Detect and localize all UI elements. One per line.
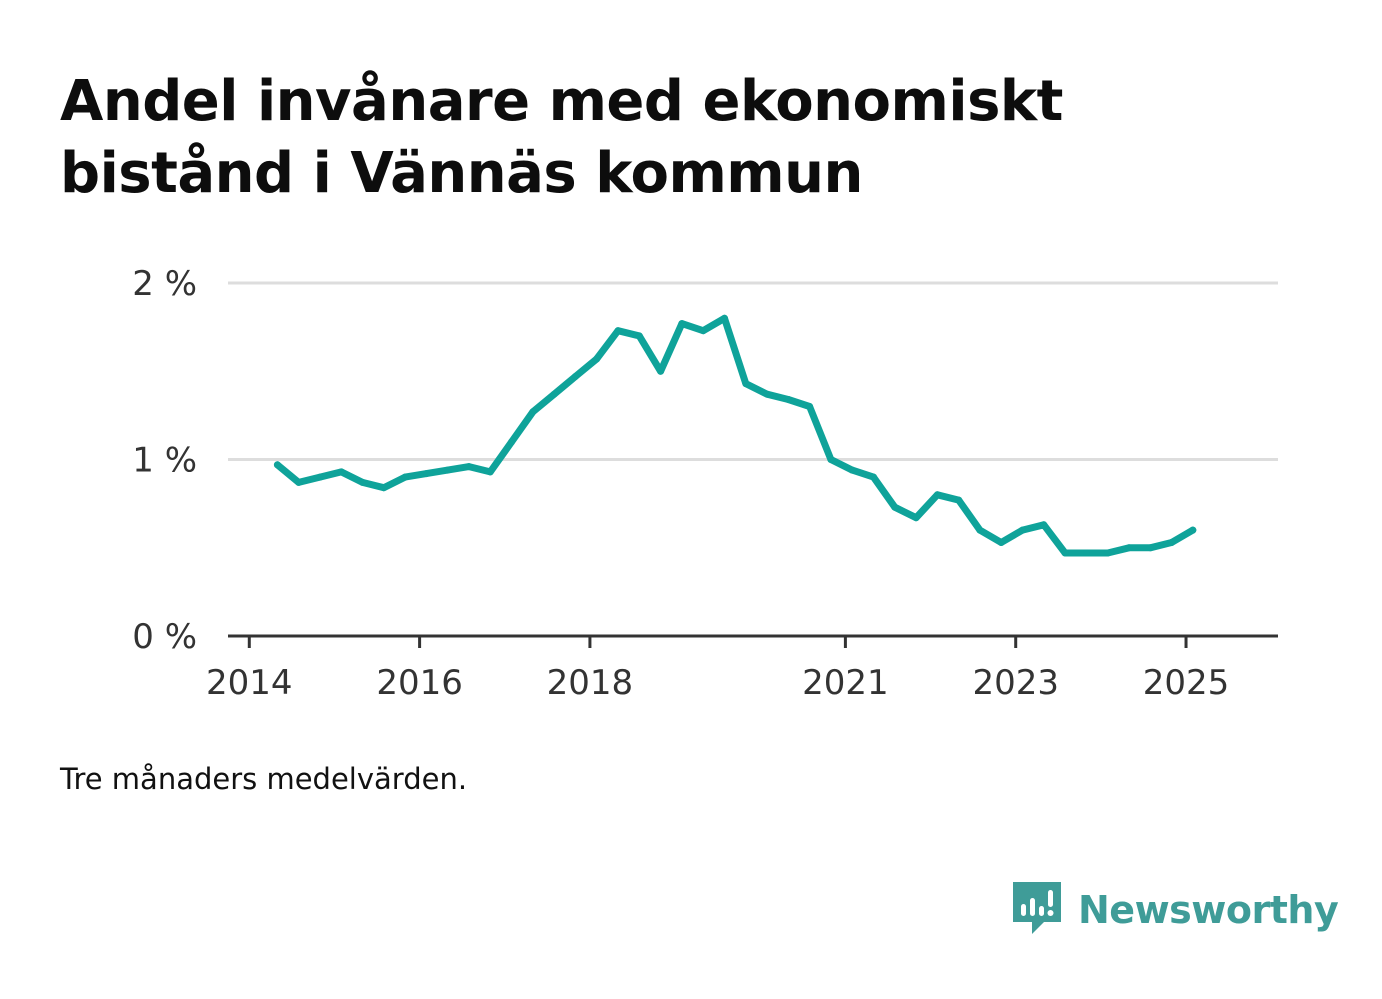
data-point — [870, 473, 877, 481]
chart-title: Andel invånare med ekonomiskt bistånd i … — [60, 69, 1063, 206]
data-point — [508, 438, 516, 446]
data-point — [444, 466, 452, 474]
data-point — [316, 473, 324, 481]
data-point — [976, 526, 984, 534]
data-point — [721, 314, 728, 322]
data-point — [593, 355, 601, 363]
data-point — [1040, 521, 1048, 529]
data-point — [1104, 549, 1112, 557]
x-tick-label: 2021 — [802, 663, 889, 703]
data-point — [337, 468, 345, 476]
data-point — [763, 390, 771, 398]
data-point — [784, 396, 792, 403]
data-point — [635, 332, 643, 340]
data-point — [827, 456, 835, 463]
data-point — [295, 478, 303, 486]
y-tick-label: 2 % — [132, 264, 197, 304]
data-point — [1082, 549, 1090, 557]
data-point — [955, 496, 963, 504]
x-tick-label: 2023 — [972, 663, 1059, 703]
data-point — [699, 327, 707, 335]
data-point — [465, 463, 473, 471]
brand-name: Newsworthy — [1078, 888, 1339, 932]
x-tick-label: 2025 — [1143, 663, 1230, 703]
data-point — [1146, 544, 1154, 552]
data-point — [933, 491, 941, 499]
x-tick-label: 2014 — [206, 663, 293, 703]
data-point — [359, 478, 366, 486]
data-point — [273, 461, 281, 469]
data-point — [380, 484, 388, 492]
x-tick-label: 2018 — [547, 663, 634, 703]
data-point — [614, 327, 622, 335]
data-point — [571, 373, 579, 380]
y-tick-label: 0 % — [132, 617, 197, 657]
data-point — [806, 403, 814, 410]
series-line — [273, 314, 1197, 557]
data-point — [657, 367, 665, 375]
data-point — [486, 468, 494, 476]
newsworthy-logo-icon — [1010, 878, 1066, 942]
data-point — [1125, 544, 1133, 552]
data-point — [678, 320, 686, 328]
y-tick-label: 1 % — [132, 441, 197, 481]
x-axis — [228, 634, 1278, 648]
data-point — [1019, 526, 1026, 534]
data-point — [1168, 539, 1176, 546]
x-tick-label: 2016 — [376, 663, 463, 703]
series — [273, 314, 1197, 557]
data-point — [401, 473, 409, 481]
y-axis-labels: 0 % 1 % 2 % — [132, 264, 197, 657]
data-point — [742, 380, 750, 388]
data-point — [529, 408, 537, 416]
data-point — [891, 503, 899, 511]
gridlines — [228, 281, 1278, 461]
data-point — [997, 539, 1005, 546]
data-point — [912, 514, 920, 522]
data-point — [1061, 549, 1069, 557]
chart-note: Tre månaders medelvärden. — [60, 762, 468, 796]
data-point — [1189, 526, 1197, 534]
data-point — [848, 466, 856, 474]
data-point — [550, 390, 558, 398]
brand-logo[interactable]: Newsworthy — [1010, 878, 1339, 942]
data-point — [422, 470, 430, 478]
x-axis-labels: 2014 2016 2018 2021 2023 2025 — [206, 663, 1229, 703]
